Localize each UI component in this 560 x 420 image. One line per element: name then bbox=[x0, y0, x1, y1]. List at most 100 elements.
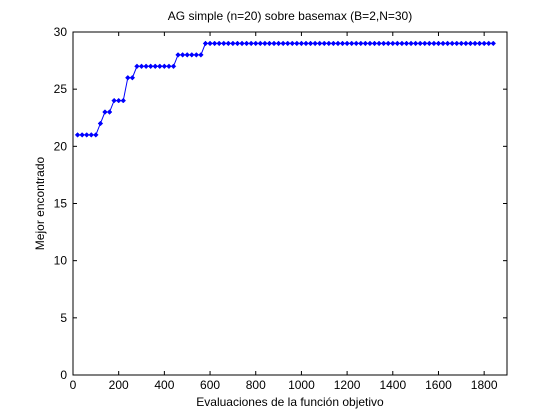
y-tick-label: 20 bbox=[54, 139, 68, 153]
data-point bbox=[440, 40, 446, 47]
data-point bbox=[184, 52, 190, 58]
data-point bbox=[198, 52, 204, 58]
data-point bbox=[257, 40, 264, 47]
data-point bbox=[280, 40, 286, 47]
data-point bbox=[179, 52, 186, 58]
data-point bbox=[394, 40, 401, 47]
data-point bbox=[175, 52, 181, 58]
data-point bbox=[93, 132, 99, 138]
data-point bbox=[125, 74, 131, 81]
data-point bbox=[106, 109, 113, 115]
data-point bbox=[221, 40, 227, 47]
data-point bbox=[271, 40, 277, 47]
data-point bbox=[472, 40, 478, 47]
data-point bbox=[417, 40, 423, 47]
chart-title: AG simple (n=20) sobre basemax (B=2,N=30… bbox=[168, 9, 412, 23]
data-point bbox=[262, 40, 268, 47]
data-point bbox=[189, 52, 195, 58]
data-point bbox=[225, 40, 232, 47]
y-tick-label: 10 bbox=[54, 254, 68, 268]
data-point bbox=[316, 40, 323, 47]
x-tick-label: 1200 bbox=[334, 378, 361, 392]
data-point bbox=[243, 40, 250, 47]
data-point bbox=[485, 40, 492, 47]
data-point bbox=[385, 40, 391, 47]
data-point bbox=[266, 40, 273, 47]
data-point bbox=[129, 74, 136, 81]
data-point bbox=[193, 52, 200, 58]
data-point bbox=[490, 40, 497, 47]
data-point bbox=[74, 132, 81, 138]
data-point bbox=[467, 40, 474, 47]
data-point bbox=[138, 63, 145, 70]
data-point bbox=[170, 63, 177, 70]
data-point bbox=[207, 40, 213, 47]
data-point bbox=[371, 40, 378, 47]
data-point bbox=[399, 40, 405, 47]
data-point bbox=[312, 40, 318, 47]
data-point bbox=[330, 40, 337, 47]
data-point bbox=[161, 63, 168, 70]
data-point bbox=[339, 40, 346, 47]
data-point bbox=[211, 40, 218, 47]
x-tick-label: 400 bbox=[154, 378, 174, 392]
data-point bbox=[481, 40, 487, 47]
data-point bbox=[348, 40, 355, 47]
data-point bbox=[463, 40, 469, 47]
data-point bbox=[252, 40, 259, 47]
x-tick-label: 1400 bbox=[379, 378, 406, 392]
plot-area bbox=[73, 32, 507, 375]
x-tick-label: 1000 bbox=[288, 378, 315, 392]
data-point bbox=[367, 40, 373, 47]
data-point bbox=[143, 63, 149, 70]
data-point bbox=[422, 40, 428, 47]
y-axis: 0 5 10 15 20 25 30 bbox=[54, 25, 507, 382]
data-point bbox=[458, 40, 465, 47]
data-point bbox=[115, 97, 122, 104]
data-point bbox=[248, 40, 254, 47]
data-point bbox=[289, 40, 296, 47]
data-point bbox=[152, 63, 158, 70]
data-point bbox=[380, 40, 387, 47]
data-point bbox=[230, 40, 236, 47]
data-point bbox=[111, 97, 117, 104]
data-point bbox=[426, 40, 433, 47]
data-point bbox=[157, 63, 163, 70]
y-axis-label: Mejor encontrado bbox=[33, 156, 47, 250]
data-point bbox=[134, 63, 140, 70]
data-point bbox=[403, 40, 410, 47]
data-point bbox=[408, 40, 414, 47]
x-tick-label: 1600 bbox=[425, 378, 452, 392]
data-point bbox=[147, 63, 154, 70]
y-tick-label: 25 bbox=[54, 82, 68, 96]
data-point bbox=[444, 40, 451, 47]
data-point bbox=[376, 40, 382, 47]
x-tick-label: 600 bbox=[200, 378, 220, 392]
data-point bbox=[326, 40, 332, 47]
y-tick-label: 30 bbox=[54, 25, 68, 39]
x-axis-label: Evaluaciones de la función objetivo bbox=[196, 395, 384, 409]
data-point bbox=[431, 40, 437, 47]
y-tick-label: 0 bbox=[60, 368, 67, 382]
series-layer bbox=[74, 40, 497, 138]
data-point bbox=[390, 40, 396, 47]
x-tick-label: 0 bbox=[70, 378, 77, 392]
y-tick-label: 15 bbox=[54, 197, 68, 211]
x-axis: 0 200 400 600 800 1000 1200 1400 1600 1800 bbox=[70, 32, 498, 392]
data-point bbox=[449, 40, 455, 47]
data-point bbox=[202, 40, 209, 47]
data-point bbox=[435, 40, 442, 47]
data-point bbox=[453, 40, 460, 47]
data-point bbox=[362, 40, 369, 47]
data-point bbox=[321, 40, 328, 47]
data-point bbox=[294, 40, 300, 47]
x-tick-label: 800 bbox=[246, 378, 266, 392]
data-point bbox=[166, 63, 172, 70]
data-point bbox=[412, 40, 419, 47]
data-point bbox=[234, 40, 241, 47]
data-point bbox=[335, 40, 341, 47]
y-tick-label: 5 bbox=[60, 311, 67, 325]
data-point bbox=[239, 40, 245, 47]
data-point bbox=[303, 40, 309, 47]
data-point bbox=[476, 40, 483, 47]
